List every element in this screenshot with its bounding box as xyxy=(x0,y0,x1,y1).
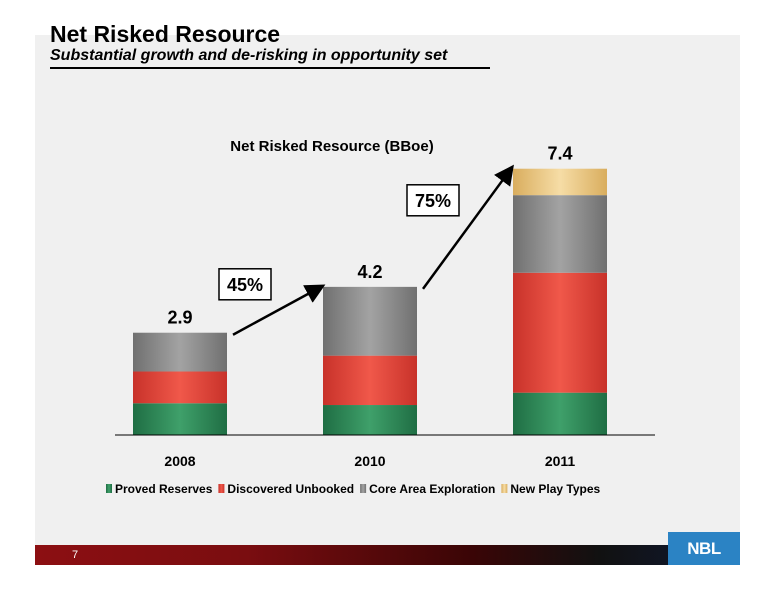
legend-swatch-core-area-exploration xyxy=(360,484,367,493)
bar-2010-discovered-unbooked xyxy=(323,355,417,406)
growth-label-2010-2011: 75% xyxy=(415,191,451,211)
growth-label-2008-2010: 45% xyxy=(227,275,263,295)
bar-2008-discovered-unbooked xyxy=(133,371,227,404)
total-label-2010: 4.2 xyxy=(357,262,382,282)
legend-label-core-area-exploration: Core Area Exploration xyxy=(369,482,495,496)
bar-2011-discovered-unbooked xyxy=(513,272,607,393)
footer-bar xyxy=(35,545,740,565)
x-tick-label-2010: 2010 xyxy=(354,453,385,469)
x-tick-label-2008: 2008 xyxy=(164,453,195,469)
bar-2011-proved-reserves xyxy=(513,392,607,435)
bar-2011-core-area-exploration xyxy=(513,195,607,273)
legend-label-new-play-types: New Play Types xyxy=(510,482,600,496)
page-number: 7 xyxy=(72,549,79,561)
legend-swatch-proved-reserves xyxy=(106,484,112,493)
chart-title: Net Risked Resource (BBoe) xyxy=(230,138,433,155)
bar-2010-proved-reserves xyxy=(323,405,417,435)
total-label-2011: 7.4 xyxy=(547,144,572,164)
growth-arrow-2008-2010 xyxy=(232,284,326,336)
legend-swatch-discovered-unbooked xyxy=(218,484,225,493)
legend-label-proved-reserves: Proved Reserves xyxy=(115,482,213,496)
bar-2008-core-area-exploration xyxy=(133,332,227,372)
growth-box-2008-2010 xyxy=(218,268,272,301)
growth-box-2010-2011 xyxy=(406,184,460,217)
bar-2010-core-area-exploration xyxy=(323,286,417,356)
bar-2011-new-play-types xyxy=(513,168,607,196)
legend-label-discovered-unbooked: Discovered Unbooked xyxy=(227,482,354,496)
title-underline xyxy=(50,67,490,69)
nbl-logo: NBL xyxy=(668,532,740,565)
x-tick-label-2011: 2011 xyxy=(545,453,576,469)
growth-arrow-2010-2011 xyxy=(421,164,514,290)
slide-subtitle: Substantial growth and de-risking in opp… xyxy=(50,47,448,64)
total-label-2008: 2.9 xyxy=(167,308,192,328)
slide-title: Net Risked Resource xyxy=(50,21,281,47)
bar-2008-proved-reserves xyxy=(133,403,227,435)
legend-swatch-new-play-types xyxy=(501,484,508,493)
